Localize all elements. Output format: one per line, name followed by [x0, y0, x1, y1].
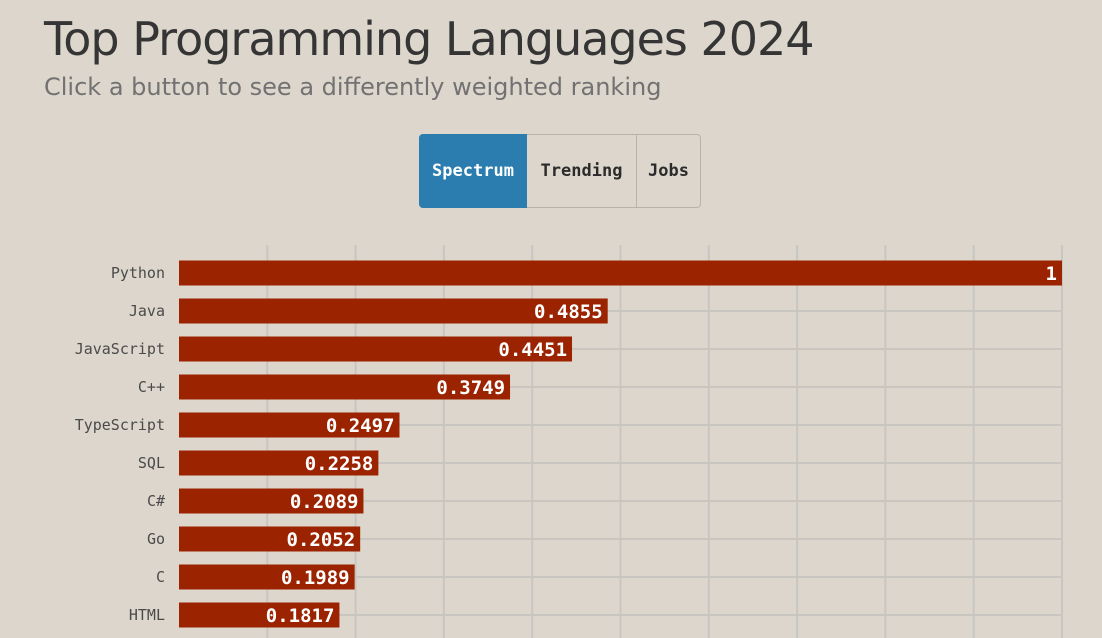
category-label: C#	[147, 492, 165, 510]
bar-python[interactable]	[179, 260, 1062, 286]
bar-java[interactable]	[179, 298, 608, 324]
category-label: JavaScript	[75, 340, 165, 358]
bar-value-label: 0.2089	[290, 491, 359, 513]
bar-typescript[interactable]	[179, 412, 400, 438]
category-label: Python	[111, 264, 165, 282]
ranking-button-group: Spectrum Trending Jobs	[419, 134, 701, 208]
ranking-bar-chart: Python 1 Java 0.4855 JavaScript 0.4451 C++ 0.37…	[75, 245, 1063, 638]
bar-html[interactable]	[179, 602, 340, 628]
bar-value-label: 0.2258	[305, 453, 374, 475]
bar-value-label: 0.1817	[266, 605, 335, 627]
jobs-button[interactable]: Jobs	[637, 134, 701, 208]
bar-c[interactable]	[179, 564, 355, 590]
bar-value-label: 0.1989	[281, 567, 350, 589]
category-label: TypeScript	[75, 416, 165, 434]
bar-sql[interactable]	[179, 450, 379, 476]
category-label: C++	[138, 378, 165, 396]
bar-value-label: 1	[1046, 263, 1057, 285]
trending-button[interactable]: Trending	[527, 134, 637, 208]
bar-c-[interactable]	[179, 374, 511, 400]
bar-value-label: 0.2052	[287, 529, 356, 551]
category-label: C	[156, 568, 165, 586]
category-label: Java	[129, 302, 165, 320]
page-subtitle: Click a button to see a differently weig…	[44, 73, 662, 101]
bar-c-[interactable]	[179, 488, 364, 514]
category-label: SQL	[138, 454, 165, 472]
bar-go[interactable]	[179, 526, 361, 552]
bar-value-label: 0.4451	[498, 339, 567, 361]
bar-javascript[interactable]	[179, 336, 573, 362]
spectrum-button[interactable]: Spectrum	[419, 134, 527, 208]
category-label: Go	[147, 530, 165, 548]
bar-value-label: 0.2497	[326, 415, 395, 437]
bar-value-label: 0.3749	[436, 377, 505, 399]
category-label: HTML	[129, 606, 165, 624]
page-title: Top Programming Languages 2024	[44, 12, 815, 66]
bar-value-label: 0.4855	[534, 301, 603, 323]
